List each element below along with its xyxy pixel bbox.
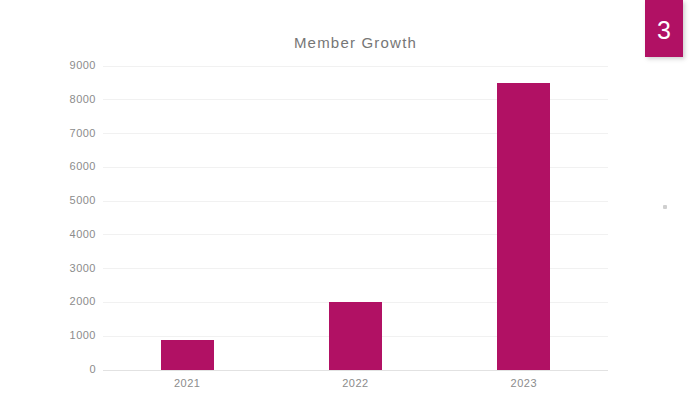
y-tick-label: 9000: [30, 59, 96, 71]
y-tick-label: 5000: [30, 194, 96, 206]
y-tick-label: 0: [30, 363, 96, 375]
bar-2023: [497, 83, 550, 370]
y-tick-label: 8000: [30, 93, 96, 105]
x-tick-label: 2023: [484, 377, 564, 389]
y-tick-label: 2000: [30, 295, 96, 307]
y-tick-label: 1000: [30, 329, 96, 341]
y-tick-label: 7000: [30, 127, 96, 139]
x-tick-label: 2022: [316, 377, 396, 389]
slide-canvas: Member Growth 3 0 1000 2000 3000 4000 5000 600…: [0, 0, 693, 414]
bar-2021: [161, 340, 214, 370]
slide-number-badge: 3: [645, 0, 683, 57]
y-tick-label: 3000: [30, 262, 96, 274]
plot-area: [103, 66, 608, 370]
bar-2022: [329, 302, 382, 370]
y-tick-label: 4000: [30, 228, 96, 240]
chart-title: Member Growth: [103, 34, 608, 51]
slide-number: 3: [657, 18, 671, 43]
x-tick-label: 2021: [147, 377, 227, 389]
y-tick-label: 6000: [30, 160, 96, 172]
decorative-dot: [663, 205, 667, 209]
gridline: [103, 66, 608, 67]
